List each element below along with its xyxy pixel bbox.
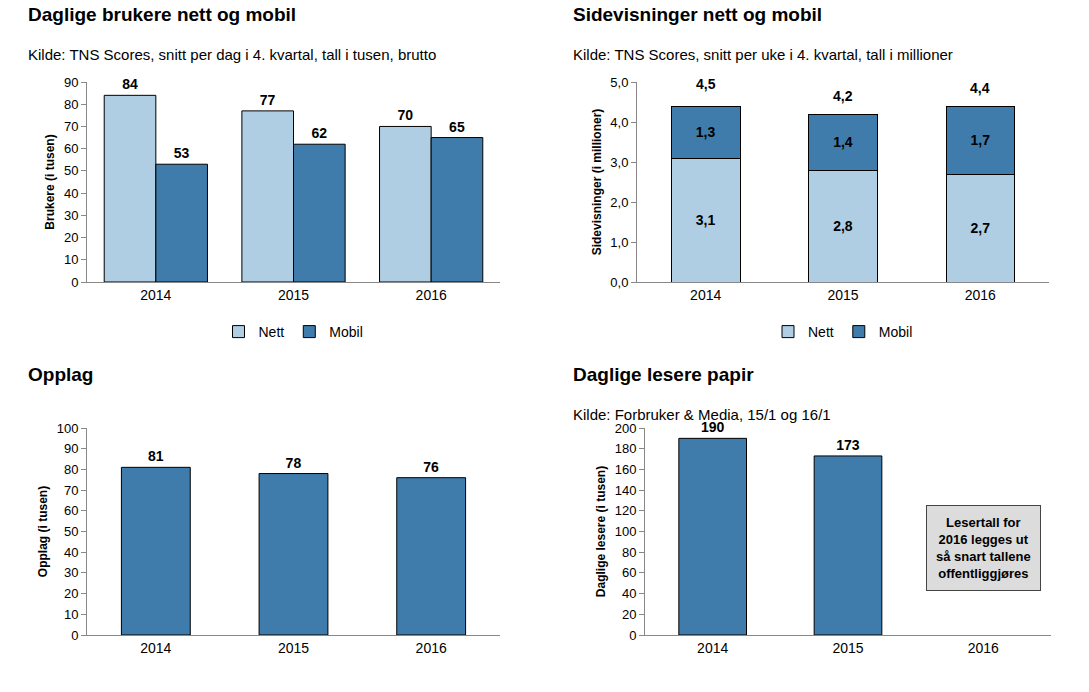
svg-text:173: 173: [836, 437, 860, 453]
svg-text:60: 60: [64, 503, 78, 518]
svg-text:70: 70: [64, 119, 78, 134]
svg-text:Opplag (i tusen): Opplag (i tusen): [36, 486, 50, 577]
svg-text:4,5: 4,5: [696, 76, 716, 92]
svg-text:5,0: 5,0: [610, 75, 628, 90]
svg-text:10: 10: [64, 607, 78, 622]
svg-text:77: 77: [260, 92, 276, 108]
svg-text:2016: 2016: [968, 640, 999, 656]
svg-text:100: 100: [57, 421, 79, 436]
svg-text:180: 180: [615, 441, 637, 456]
svg-text:200: 200: [615, 421, 637, 436]
svg-text:2015: 2015: [278, 640, 309, 656]
svg-text:80: 80: [64, 462, 78, 477]
svg-text:78: 78: [286, 455, 302, 471]
svg-text:2015: 2015: [278, 287, 309, 303]
svg-text:2015: 2015: [832, 640, 863, 656]
svg-text:Kilde: TNS Scores, snitt per d: Kilde: TNS Scores, snitt per dag i 4. kv…: [28, 46, 436, 63]
svg-text:30: 30: [64, 565, 78, 580]
svg-text:2014: 2014: [140, 640, 171, 656]
svg-text:Mobil: Mobil: [329, 324, 362, 340]
svg-text:Daglige lesere papir: Daglige lesere papir: [573, 364, 754, 385]
svg-text:1,0: 1,0: [610, 235, 628, 250]
svg-text:2,0: 2,0: [610, 195, 628, 210]
svg-text:2014: 2014: [697, 640, 728, 656]
svg-text:90: 90: [64, 441, 78, 456]
svg-text:2015: 2015: [827, 287, 858, 303]
svg-text:Mobil: Mobil: [879, 324, 912, 340]
svg-text:Sidevisninger nett og mobil: Sidevisninger nett og mobil: [573, 4, 822, 25]
svg-text:120: 120: [615, 503, 637, 518]
svg-text:190: 190: [701, 419, 725, 435]
svg-text:2014: 2014: [690, 287, 721, 303]
svg-text:Kilde: TNS Scores, snitt per u: Kilde: TNS Scores, snitt per uke i 4. kv…: [573, 46, 953, 63]
svg-text:10: 10: [64, 252, 78, 267]
svg-text:62: 62: [311, 125, 327, 141]
svg-text:2014: 2014: [140, 287, 171, 303]
svg-text:Opplag: Opplag: [28, 364, 93, 385]
svg-text:Lesertall for2016 legges utså: Lesertall for2016 legges utså snart tall…: [936, 515, 1031, 581]
svg-text:80: 80: [64, 97, 78, 112]
svg-text:0: 0: [629, 628, 636, 643]
svg-text:40: 40: [622, 586, 636, 601]
svg-text:3,0: 3,0: [610, 155, 628, 170]
svg-text:60: 60: [622, 565, 636, 580]
svg-text:1,7: 1,7: [970, 132, 990, 148]
svg-text:70: 70: [64, 483, 78, 498]
svg-text:30: 30: [64, 208, 78, 223]
svg-text:Brukere (i tusen): Brukere (i tusen): [43, 134, 57, 229]
svg-text:0: 0: [71, 628, 78, 643]
svg-text:0: 0: [71, 275, 78, 290]
svg-text:1,3: 1,3: [696, 124, 716, 140]
svg-text:65: 65: [449, 119, 465, 135]
svg-text:40: 40: [64, 186, 78, 201]
svg-text:20: 20: [64, 586, 78, 601]
svg-text:Nett: Nett: [808, 324, 834, 340]
svg-text:2016: 2016: [416, 640, 447, 656]
svg-text:80: 80: [622, 545, 636, 560]
svg-text:Kilde: Forbruker & Media, 15/1: Kilde: Forbruker & Media, 15/1 og 16/1: [573, 406, 831, 423]
svg-text:4,2: 4,2: [833, 88, 853, 104]
svg-text:20: 20: [64, 230, 78, 245]
svg-text:76: 76: [423, 459, 439, 475]
svg-text:70: 70: [397, 107, 413, 123]
svg-text:2016: 2016: [965, 287, 996, 303]
svg-text:90: 90: [64, 75, 78, 90]
svg-text:100: 100: [615, 524, 637, 539]
svg-text:1,4: 1,4: [833, 134, 853, 150]
svg-text:84: 84: [122, 76, 138, 92]
svg-text:40: 40: [64, 545, 78, 560]
svg-text:2016: 2016: [416, 287, 447, 303]
svg-text:50: 50: [64, 163, 78, 178]
svg-text:50: 50: [64, 524, 78, 539]
svg-text:81: 81: [148, 448, 164, 464]
svg-text:20: 20: [622, 607, 636, 622]
svg-text:4,4: 4,4: [970, 80, 990, 96]
svg-text:Daglige lesere (i tusen): Daglige lesere (i tusen): [594, 466, 608, 597]
svg-text:Nett: Nett: [259, 324, 285, 340]
svg-text:2,7: 2,7: [970, 220, 990, 236]
svg-text:53: 53: [174, 145, 190, 161]
svg-text:4,0: 4,0: [610, 115, 628, 130]
svg-text:Daglige brukere nett og mobil: Daglige brukere nett og mobil: [28, 4, 296, 25]
svg-text:60: 60: [64, 141, 78, 156]
svg-text:160: 160: [615, 462, 637, 477]
svg-text:3,1: 3,1: [696, 212, 716, 228]
svg-text:0,0: 0,0: [610, 275, 628, 290]
svg-text:140: 140: [615, 483, 637, 498]
svg-text:2,8: 2,8: [833, 218, 853, 234]
svg-text:Sidevisninger (i millioner): Sidevisninger (i millioner): [590, 109, 604, 256]
